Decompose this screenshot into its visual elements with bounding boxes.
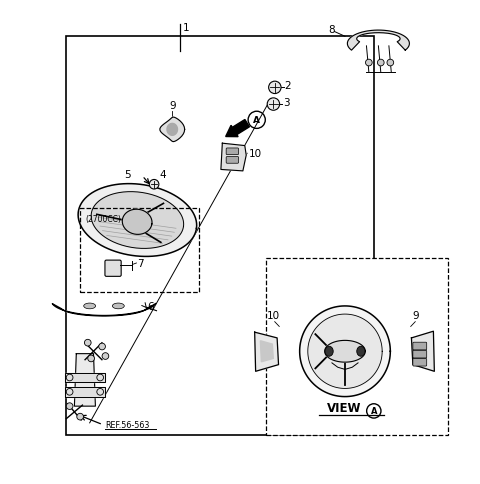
Text: 4: 4 <box>160 170 167 180</box>
Text: 9: 9 <box>412 311 419 320</box>
Text: 3: 3 <box>283 97 289 107</box>
Circle shape <box>102 353 109 360</box>
Polygon shape <box>324 341 365 363</box>
Text: 10: 10 <box>267 311 280 320</box>
Polygon shape <box>348 31 409 51</box>
Circle shape <box>387 60 394 67</box>
Bar <box>266 258 447 435</box>
Circle shape <box>377 60 384 67</box>
Text: 8: 8 <box>328 25 335 35</box>
Polygon shape <box>91 192 184 249</box>
Polygon shape <box>167 124 178 136</box>
Polygon shape <box>308 315 382 389</box>
Text: A: A <box>253 116 260 125</box>
Circle shape <box>269 82 281 94</box>
FancyBboxPatch shape <box>226 157 239 164</box>
Text: 2: 2 <box>284 81 290 91</box>
Text: VIEW: VIEW <box>327 401 361 414</box>
FancyBboxPatch shape <box>413 359 427 366</box>
Circle shape <box>88 355 95 362</box>
Text: REF.56-563: REF.56-563 <box>106 421 150 429</box>
FancyBboxPatch shape <box>413 343 427 350</box>
Bar <box>80 209 199 292</box>
Polygon shape <box>255 333 278 372</box>
FancyBboxPatch shape <box>105 260 121 277</box>
Polygon shape <box>74 354 96 406</box>
FancyBboxPatch shape <box>226 149 239 155</box>
Polygon shape <box>160 118 185 142</box>
Ellipse shape <box>84 303 96 309</box>
Text: A: A <box>371 407 377 416</box>
Text: 7: 7 <box>137 258 144 269</box>
Ellipse shape <box>325 347 333 357</box>
Circle shape <box>77 413 84 420</box>
Polygon shape <box>78 184 197 257</box>
Polygon shape <box>221 144 246 171</box>
Ellipse shape <box>112 303 124 309</box>
Text: 5: 5 <box>125 169 131 180</box>
Polygon shape <box>122 210 152 235</box>
FancyArrow shape <box>226 120 250 137</box>
Circle shape <box>84 340 91 346</box>
Circle shape <box>365 60 372 67</box>
Ellipse shape <box>357 347 365 357</box>
Text: 9: 9 <box>169 101 176 111</box>
Text: 6: 6 <box>147 302 154 311</box>
Polygon shape <box>300 306 390 397</box>
Circle shape <box>99 344 106 350</box>
Polygon shape <box>411 332 434 372</box>
Bar <box>66 37 373 435</box>
Polygon shape <box>65 373 105 382</box>
Polygon shape <box>52 304 156 316</box>
Text: (2700CC): (2700CC) <box>85 214 121 223</box>
Circle shape <box>149 180 159 190</box>
Text: 1: 1 <box>183 23 189 33</box>
Polygon shape <box>65 387 105 397</box>
FancyBboxPatch shape <box>413 350 427 358</box>
Circle shape <box>66 403 73 409</box>
Circle shape <box>267 99 280 111</box>
Text: 10: 10 <box>249 149 262 159</box>
Polygon shape <box>261 341 273 362</box>
